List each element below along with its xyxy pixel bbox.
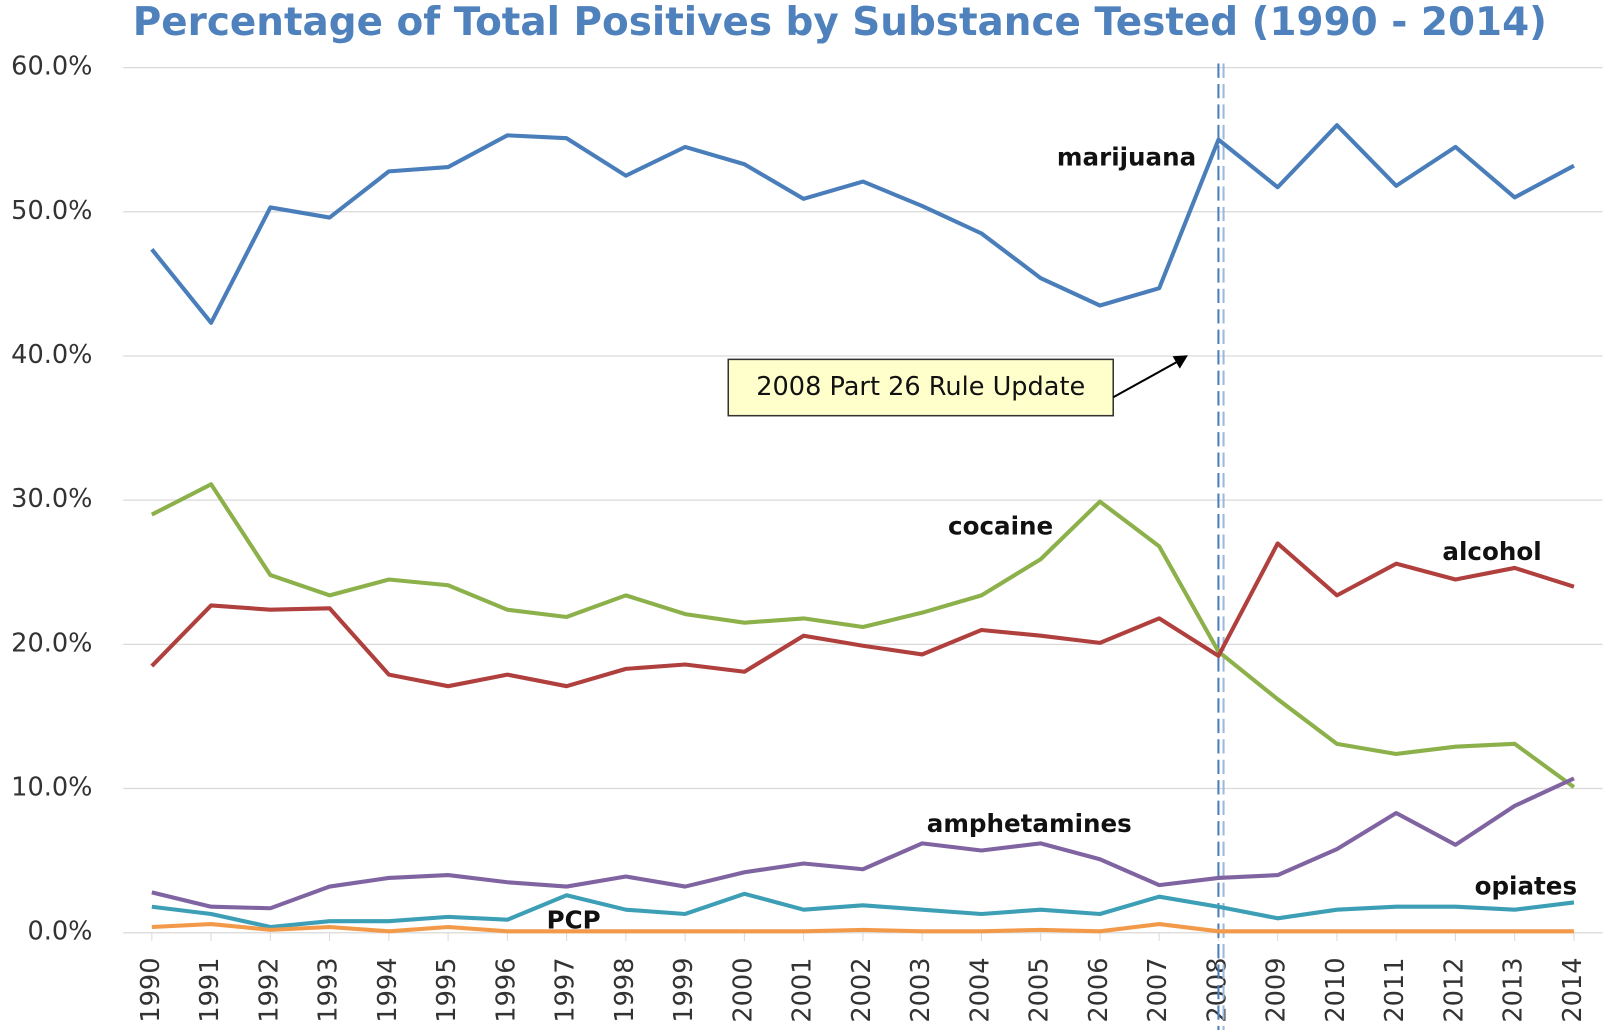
- x-tick-label: 2009: [1262, 958, 1292, 1023]
- x-tick-label: 2010: [1321, 958, 1351, 1023]
- y-tick-label: 40.0%: [11, 340, 92, 370]
- x-tick-label: 2007: [1143, 958, 1173, 1023]
- annotation-box: [727, 358, 1114, 417]
- x-tick-label: 2003: [906, 958, 936, 1023]
- series-line: [151, 776, 1575, 911]
- y-tick-label: 0.0%: [27, 917, 92, 947]
- series-label: alcohol: [1442, 537, 1541, 566]
- x-tick-label: 2000: [728, 958, 758, 1023]
- x-tick-label: 2004: [965, 958, 995, 1023]
- series-label: amphetamines: [927, 809, 1132, 838]
- y-tick-label: 60.0%: [11, 52, 92, 82]
- x-tick-label: 2006: [1084, 958, 1114, 1023]
- y-tick-label: 50.0%: [11, 196, 92, 226]
- series-label: marijuana: [1057, 143, 1196, 172]
- series-line: [150, 123, 1575, 325]
- chart-title: Percentage of Total Positives by Substan…: [133, 0, 1547, 45]
- x-tick-label: 1997: [551, 958, 581, 1023]
- x-tick-label: 1992: [254, 958, 284, 1023]
- x-tick-label: 2002: [847, 958, 877, 1023]
- x-tick-label: 1991: [195, 958, 225, 1023]
- x-tick-label: 2013: [1499, 958, 1529, 1023]
- x-tick-label: 1996: [491, 958, 521, 1023]
- x-tick-label: 1998: [610, 958, 640, 1023]
- x-tick-label: 2011: [1380, 958, 1410, 1023]
- series-line: [150, 482, 1576, 789]
- x-tick-label: 2001: [788, 958, 818, 1023]
- annotation-text: 2008 Part 26 Rule Update: [756, 372, 1085, 402]
- series-line: [151, 891, 1575, 930]
- y-tick-label: 10.0%: [11, 773, 92, 803]
- x-tick-label: 2005: [1025, 958, 1055, 1023]
- x-tick-label: 1995: [432, 958, 462, 1023]
- x-tick-label: 2014: [1558, 958, 1588, 1023]
- series-line: [150, 541, 1575, 689]
- series-line: [151, 921, 1574, 934]
- series-label: PCP: [547, 905, 601, 934]
- annotation-arrowhead: [1172, 355, 1188, 369]
- y-tick-label: 30.0%: [11, 484, 92, 514]
- series-label: opiates: [1475, 872, 1577, 901]
- series-label: cocaine: [948, 511, 1053, 540]
- x-tick-label: 1993: [314, 958, 344, 1023]
- x-tick-label: 2012: [1439, 958, 1469, 1023]
- x-tick-label: 1994: [373, 958, 403, 1023]
- y-tick-label: 20.0%: [11, 628, 92, 658]
- x-tick-label: 1999: [669, 958, 699, 1023]
- x-tick-label: 1990: [136, 958, 166, 1023]
- annotation-arrow: [1112, 359, 1181, 399]
